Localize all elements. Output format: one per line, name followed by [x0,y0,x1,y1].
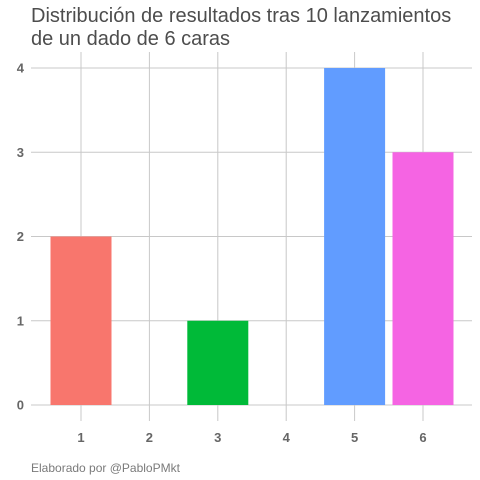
bar [50,236,112,405]
x-tick-label: 5 [351,430,358,445]
x-tick-label: 3 [214,430,221,445]
y-axis-ticks: 0 1 2 3 4 [17,61,25,413]
bar [187,320,249,405]
y-tick-label: 3 [17,145,24,160]
chart-title-line-1: Distribución de resultados tras 10 lanza… [31,5,451,27]
y-tick-label: 0 [17,398,24,413]
x-axis-ticks: 1 2 3 4 5 6 [77,430,426,445]
chart-title-line-2: de un dado de 6 caras [31,28,230,50]
y-tick-label: 1 [17,313,24,328]
x-tick-label: 6 [419,430,426,445]
bar [324,68,386,405]
bars [50,68,454,405]
x-tick-label: 2 [146,430,153,445]
x-tick-label: 1 [77,430,84,445]
chart-caption: Elaborado por @PabloPMkt [31,461,181,475]
x-tick-label: 4 [283,430,291,445]
y-tick-label: 4 [17,61,25,76]
bar [392,152,454,405]
y-tick-label: 2 [17,229,24,244]
